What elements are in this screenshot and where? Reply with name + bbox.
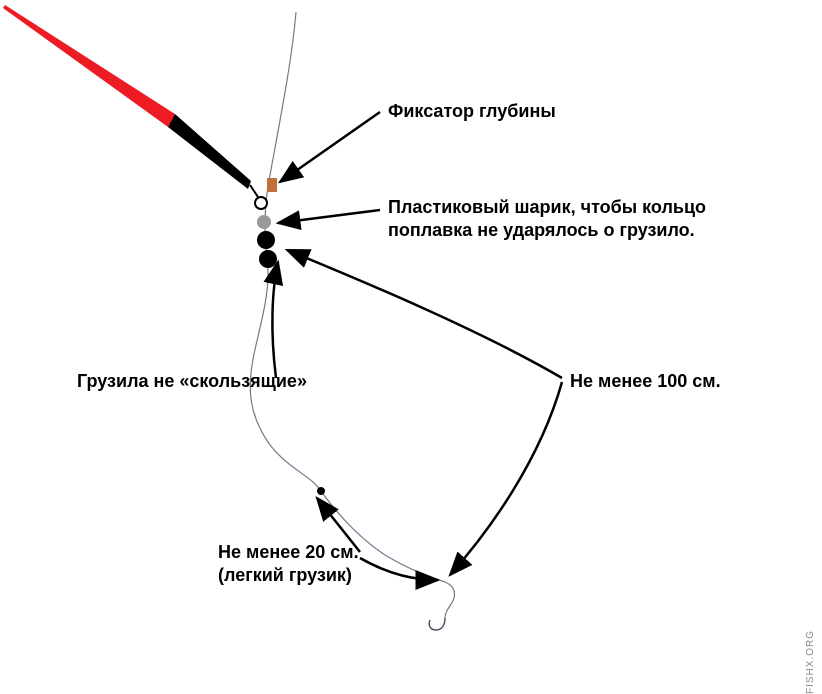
weight-2: [259, 250, 277, 268]
label-min-20-line2: (легкий грузик): [218, 565, 352, 585]
callout-arrows: [272, 112, 562, 580]
depth-stopper: [267, 178, 277, 192]
label-min-100: Не менее 100 см.: [570, 370, 721, 393]
label-fixed-weights: Грузила не «скользящие»: [77, 370, 307, 393]
watermark: FISHX.ORG: [805, 630, 816, 694]
label-plastic-bead: Пластиковый шарик, чтобы кольцо поплавка…: [388, 196, 706, 243]
plastic-bead: [257, 215, 271, 229]
diagram-svg: [0, 0, 822, 650]
label-plastic-bead-line2: поплавка не ударялось о грузило.: [388, 220, 695, 240]
float-bobber: [3, 5, 258, 197]
small-weight: [317, 487, 325, 495]
label-min-20-line1: Не менее 20 см.: [218, 542, 359, 562]
label-plastic-bead-line1: Пластиковый шарик, чтобы кольцо: [388, 197, 706, 217]
fishing-rig-diagram: Фиксатор глубины Пластиковый шарик, чтоб…: [0, 0, 822, 650]
hook: [429, 618, 445, 630]
weight-1: [257, 231, 275, 249]
label-depth-stopper: Фиксатор глубины: [388, 100, 556, 123]
label-min-20: Не менее 20 см. (легкий грузик): [218, 541, 359, 588]
float-ring: [255, 197, 267, 209]
